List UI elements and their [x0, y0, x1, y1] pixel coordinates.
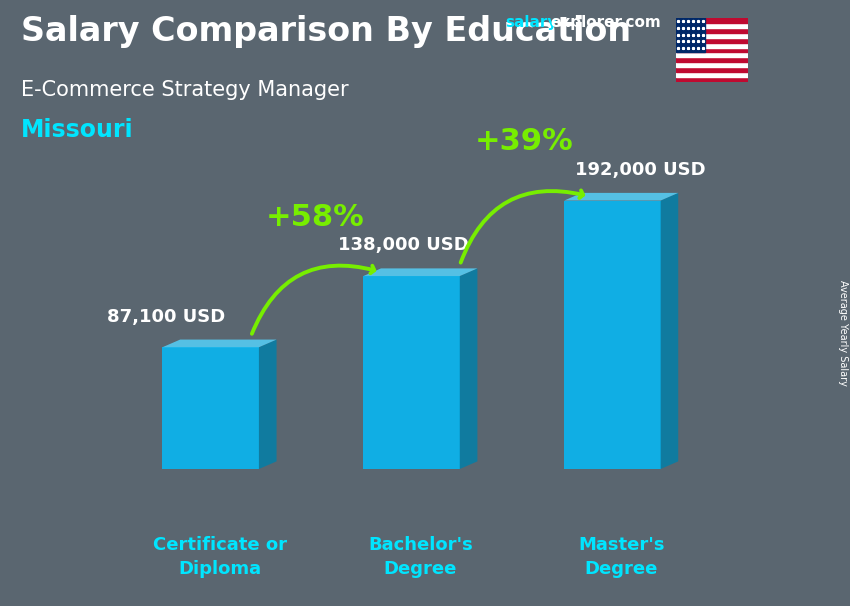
Polygon shape: [259, 339, 276, 469]
Text: Bachelor's
Degree: Bachelor's Degree: [368, 536, 473, 578]
Bar: [676, 18, 748, 23]
Bar: [676, 23, 748, 28]
Polygon shape: [363, 268, 478, 276]
Text: Certificate or
Diploma: Certificate or Diploma: [152, 536, 286, 578]
Text: Salary Comparison By Education: Salary Comparison By Education: [21, 15, 632, 48]
Polygon shape: [564, 193, 678, 201]
Bar: [676, 67, 748, 72]
Bar: [676, 62, 748, 67]
Text: Master's
Degree: Master's Degree: [578, 536, 665, 578]
Text: 87,100 USD: 87,100 USD: [107, 307, 225, 325]
Polygon shape: [363, 276, 460, 469]
Bar: [676, 58, 748, 62]
Bar: [676, 53, 748, 58]
Text: 138,000 USD: 138,000 USD: [338, 236, 469, 255]
Bar: [676, 18, 705, 53]
Text: +39%: +39%: [474, 127, 574, 156]
Bar: [676, 42, 748, 47]
Text: salary: salary: [506, 15, 558, 30]
Bar: [676, 38, 748, 42]
Polygon shape: [460, 268, 478, 469]
Text: 192,000 USD: 192,000 USD: [575, 161, 706, 179]
Text: Average Yearly Salary: Average Yearly Salary: [838, 281, 848, 386]
Text: Missouri: Missouri: [21, 118, 133, 142]
Bar: [676, 33, 748, 38]
Polygon shape: [660, 193, 678, 469]
Bar: [676, 28, 748, 33]
Bar: [676, 47, 748, 53]
Bar: [676, 77, 748, 82]
Polygon shape: [162, 347, 259, 469]
Text: explorer.com: explorer.com: [551, 15, 661, 30]
Polygon shape: [564, 201, 660, 469]
Bar: [676, 72, 748, 77]
Polygon shape: [162, 339, 276, 347]
Text: +58%: +58%: [266, 203, 365, 231]
Text: E-Commerce Strategy Manager: E-Commerce Strategy Manager: [21, 80, 348, 100]
